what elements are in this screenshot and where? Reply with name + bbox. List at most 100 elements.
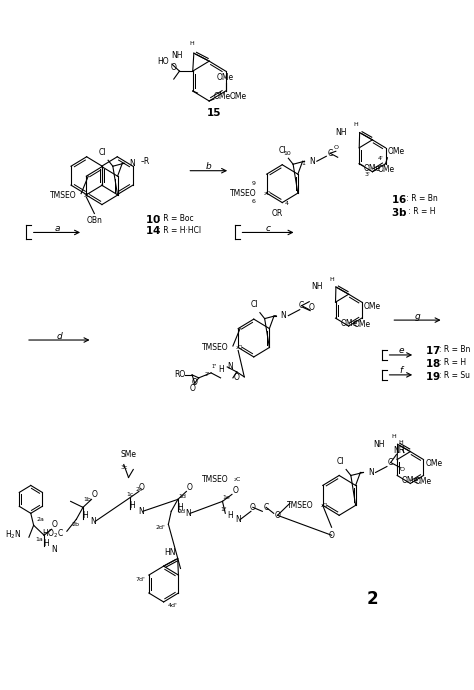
Text: N: N: [281, 311, 286, 320]
Text: 1: 1: [301, 161, 305, 166]
Text: 1c: 1c: [127, 492, 134, 497]
Text: C: C: [388, 458, 393, 467]
Text: RO: RO: [174, 371, 185, 380]
Text: a: a: [54, 224, 60, 233]
Text: H: H: [82, 511, 88, 520]
Text: N: N: [368, 468, 374, 477]
Text: N: N: [185, 509, 191, 518]
Text: $_2$C: $_2$C: [320, 501, 329, 510]
Text: HO: HO: [157, 57, 169, 66]
Text: OMe: OMe: [230, 92, 247, 101]
Text: H: H: [43, 539, 49, 548]
Text: NH: NH: [171, 50, 182, 59]
Text: 2d: 2d: [178, 509, 186, 514]
Text: $\mathbf{19}$: $\mathbf{19}$: [425, 370, 440, 382]
Text: 4': 4': [378, 156, 383, 161]
Text: $_2$C: $_2$C: [233, 475, 242, 484]
Text: O: O: [250, 503, 256, 512]
Text: 2d': 2d': [155, 525, 165, 530]
Text: N: N: [138, 507, 144, 516]
Text: OMe: OMe: [217, 72, 234, 81]
Text: HN: HN: [164, 548, 176, 557]
Text: O: O: [333, 145, 338, 150]
Text: C: C: [299, 301, 304, 310]
Text: $\mathbf{18}$: $\mathbf{18}$: [425, 357, 440, 369]
Text: 7d': 7d': [135, 577, 145, 582]
Text: H: H: [177, 503, 182, 512]
Text: 2c: 2c: [135, 487, 143, 492]
Text: 1a: 1a: [36, 537, 43, 542]
Text: NH: NH: [335, 128, 346, 137]
Text: O: O: [233, 486, 239, 495]
Text: N: N: [227, 362, 233, 371]
Text: SMe: SMe: [121, 450, 137, 459]
Text: : R = H·HCl: : R = H·HCl: [156, 226, 201, 235]
Text: O: O: [139, 483, 145, 492]
Text: OMe: OMe: [377, 165, 394, 174]
Text: O: O: [192, 378, 198, 387]
Text: Cl: Cl: [99, 148, 106, 157]
Text: OMe: OMe: [364, 164, 381, 173]
Text: 10: 10: [283, 151, 291, 156]
Text: O: O: [189, 384, 195, 393]
Text: 9: 9: [252, 181, 256, 186]
Text: NH: NH: [311, 282, 323, 291]
Text: O: O: [400, 467, 405, 472]
Text: b: b: [206, 162, 211, 171]
Text: : R = Bn: : R = Bn: [439, 346, 470, 355]
Text: N: N: [91, 517, 96, 526]
Text: f: f: [399, 366, 402, 375]
Text: 15: 15: [207, 108, 221, 118]
Text: OMe: OMe: [364, 302, 381, 310]
Text: OMe: OMe: [340, 319, 357, 328]
Text: 2": 2": [204, 373, 210, 377]
Text: : R = Su: : R = Su: [439, 371, 470, 380]
Text: TMSEO: TMSEO: [201, 475, 228, 484]
Text: HO$_2$C: HO$_2$C: [42, 528, 64, 540]
Text: O: O: [308, 303, 314, 312]
Text: 2a: 2a: [36, 517, 45, 522]
Text: TMSEO: TMSEO: [230, 189, 257, 198]
Text: 1b: 1b: [83, 497, 91, 502]
Text: H$_2$N: H$_2$N: [5, 529, 21, 542]
Text: OMe: OMe: [425, 459, 443, 468]
Text: $\mathbf{14}$: $\mathbf{14}$: [145, 224, 161, 237]
Text: O: O: [91, 490, 97, 499]
Text: : R = H: : R = H: [406, 207, 435, 216]
Text: N: N: [309, 157, 315, 166]
Text: C: C: [328, 149, 333, 158]
Text: 1e: 1e: [222, 495, 230, 500]
Text: d: d: [56, 331, 62, 341]
Text: : R = H: : R = H: [439, 358, 466, 368]
Text: 2b: 2b: [72, 522, 79, 526]
Text: $\mathbf{2}$: $\mathbf{2}$: [366, 590, 378, 608]
Text: OBn: OBn: [86, 216, 102, 225]
Text: H: H: [330, 277, 335, 282]
Text: $_2$C: $_2$C: [263, 189, 272, 198]
Text: 3': 3': [365, 172, 371, 177]
Text: e: e: [398, 346, 403, 355]
Text: H: H: [392, 434, 396, 439]
Text: : R = Boc: : R = Boc: [156, 214, 194, 223]
Text: –R: –R: [140, 157, 150, 166]
Text: O: O: [171, 63, 177, 72]
Text: TMSEO: TMSEO: [287, 501, 314, 510]
Text: 3c: 3c: [121, 465, 128, 470]
Text: OR: OR: [272, 209, 283, 218]
Text: OMe: OMe: [402, 476, 419, 485]
Text: 4d': 4d': [167, 604, 177, 609]
Text: $\mathbf{10}$: $\mathbf{10}$: [145, 213, 161, 224]
Text: H: H: [190, 41, 194, 46]
Text: N: N: [52, 544, 57, 553]
Text: O: O: [328, 531, 335, 540]
Text: $_2$C: $_2$C: [235, 344, 244, 353]
Text: O: O: [52, 520, 57, 529]
Text: OMe: OMe: [214, 92, 231, 101]
Text: O: O: [234, 373, 240, 382]
Text: Cl: Cl: [337, 457, 344, 466]
Text: NH: NH: [393, 446, 405, 455]
Text: H: H: [354, 122, 358, 127]
Text: C: C: [264, 503, 269, 512]
Text: N: N: [236, 515, 241, 524]
Text: N: N: [129, 159, 135, 168]
